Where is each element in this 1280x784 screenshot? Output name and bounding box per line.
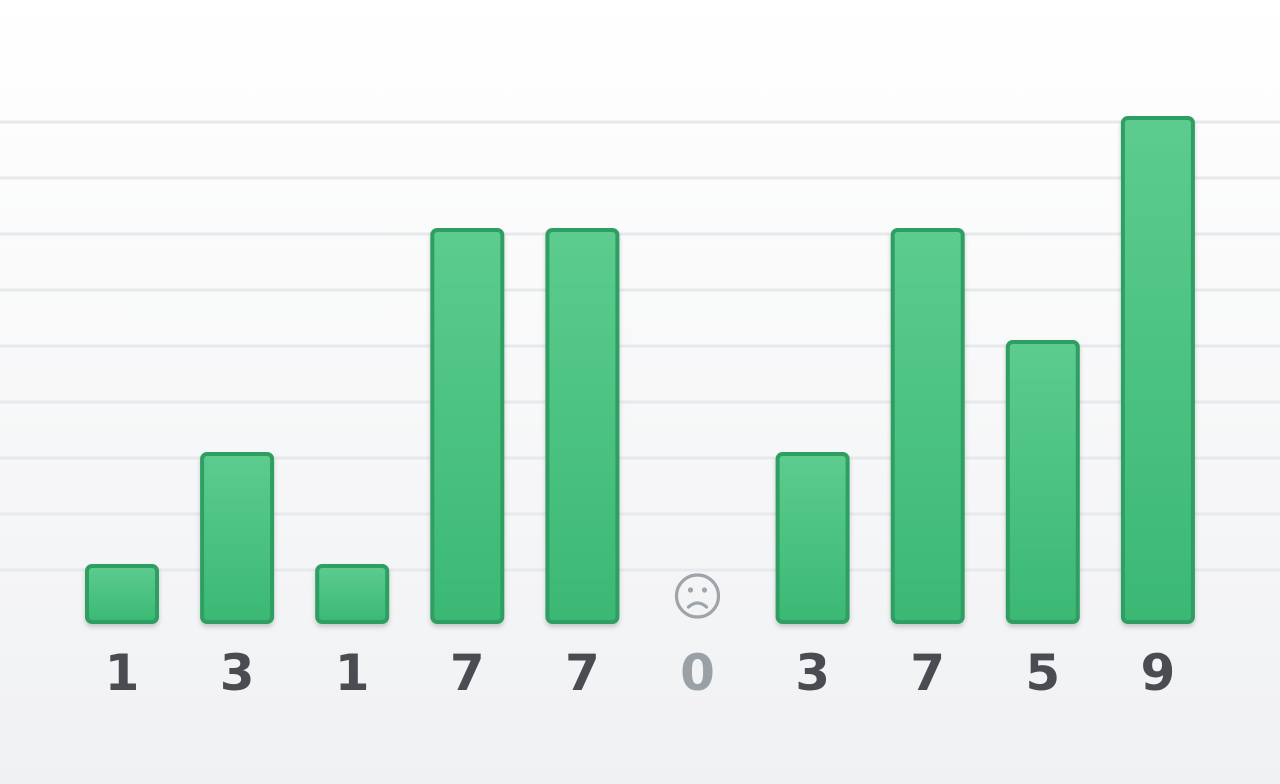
- sad-face-icon: [674, 573, 721, 619]
- bar-value-label: 7: [565, 644, 600, 702]
- bar-value-label: 1: [335, 644, 370, 702]
- bar-value-label: 7: [450, 644, 485, 702]
- bar: [200, 452, 275, 624]
- bar: [85, 564, 159, 624]
- bar: [775, 452, 850, 624]
- bar: [1120, 116, 1195, 624]
- bar: [315, 564, 390, 624]
- value-labels: 1 3 1 7 7 0 3 7 5 9: [105, 644, 1176, 702]
- bar: [545, 228, 620, 624]
- bar: [1005, 340, 1080, 624]
- bar-value-label: 1: [105, 644, 140, 702]
- grid-lines: [0, 120, 1280, 572]
- bar: [890, 228, 965, 624]
- bar: [430, 228, 505, 624]
- bar-value-label: 9: [1141, 644, 1176, 702]
- bar-value-label: 5: [1025, 644, 1060, 702]
- bars: [85, 116, 1195, 624]
- bar-value-label: 3: [220, 644, 255, 702]
- bar-value-label: 3: [795, 644, 830, 702]
- bar-value-label: 7: [910, 644, 945, 702]
- bar-value-label: 0: [680, 644, 715, 702]
